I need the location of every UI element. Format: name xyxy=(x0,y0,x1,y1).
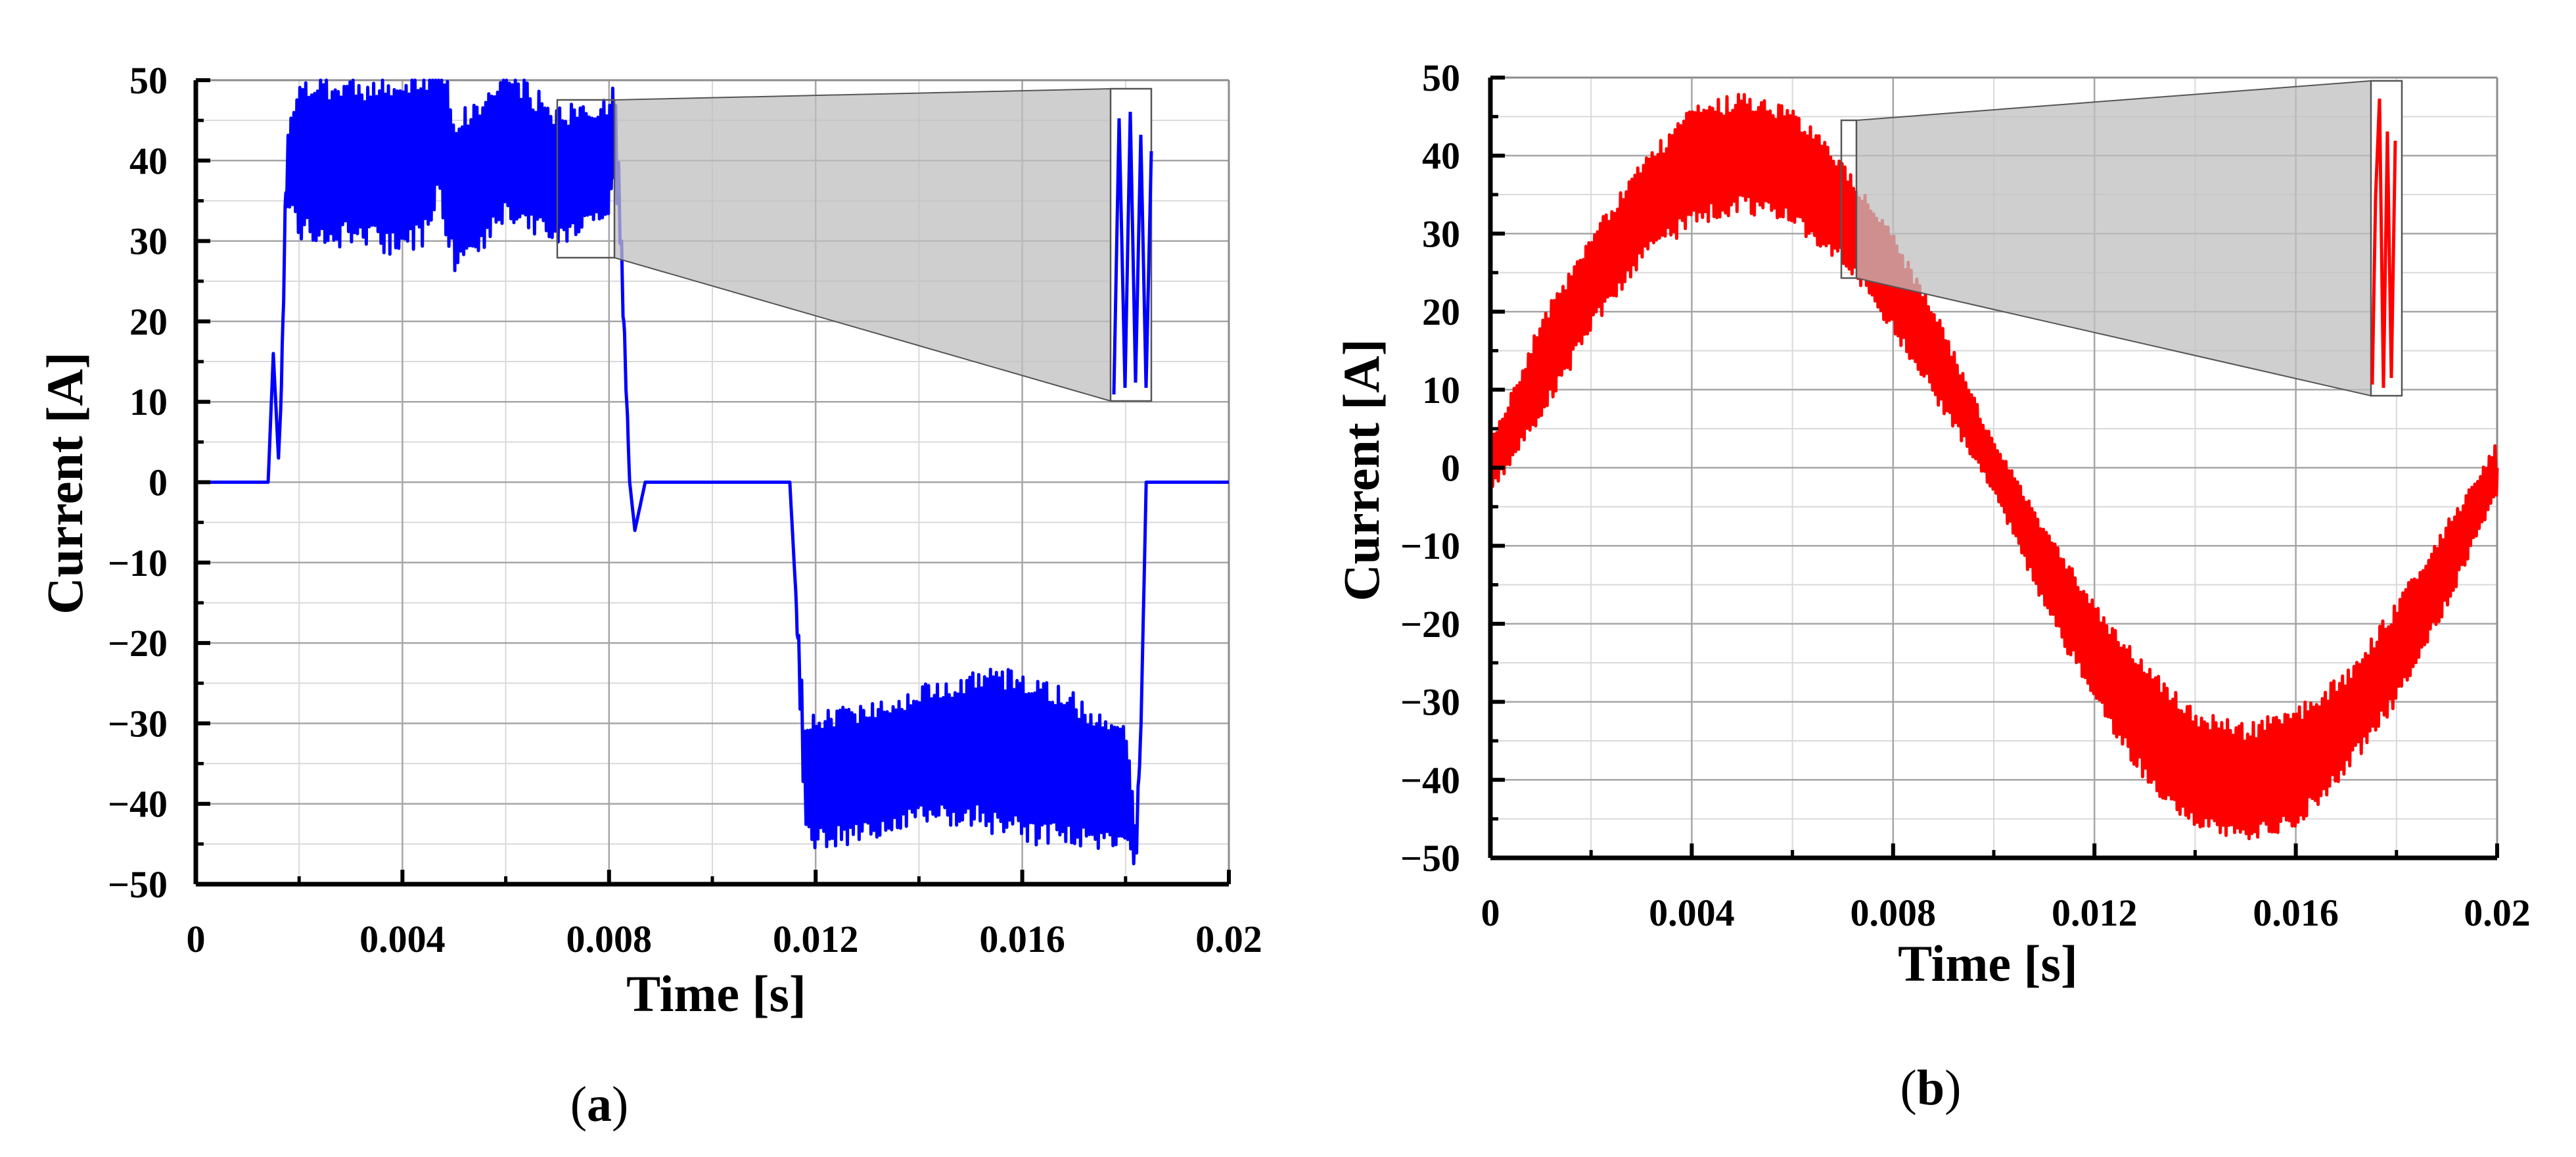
y-tick-label: 10 xyxy=(129,381,168,423)
x-tick-label: 0.016 xyxy=(2253,891,2339,934)
x-tick-label: 0.02 xyxy=(1195,918,1262,960)
y-tick-label: 40 xyxy=(1422,135,1460,177)
chart-panel-a: 0 0.004 0.008 0.012 0.016 0.02 50 40 30 20 10 0 −10 −… xyxy=(36,59,1262,1132)
x-axis-title: Time [s] xyxy=(626,965,806,1022)
panel-label-letter: a xyxy=(587,1077,612,1132)
x-tick-label: 0.008 xyxy=(1851,891,1937,934)
y-tick-label: 20 xyxy=(129,300,168,343)
y-tick-label: 20 xyxy=(1422,291,1460,333)
zoom-connector xyxy=(614,87,1111,402)
x-tick-label: 0.012 xyxy=(773,918,859,960)
x-tick-label: 0 xyxy=(1481,891,1500,934)
zoom-source-box xyxy=(1840,119,1858,279)
y-tick-label: −10 xyxy=(108,542,168,584)
x-tick-label: 0.004 xyxy=(359,918,446,960)
y-tick-label: 30 xyxy=(129,220,168,263)
y-tick-label: 0 xyxy=(1441,447,1460,490)
y-axis-title: Current [A] xyxy=(1333,339,1390,601)
y-tick-label: −40 xyxy=(1400,759,1460,801)
zoomed-waveform xyxy=(1112,111,1153,395)
panel-label-close: ) xyxy=(612,1077,628,1132)
y-tick-label: 40 xyxy=(129,139,168,182)
x-axis-title: Time [s] xyxy=(1898,935,2078,992)
y-tick-label: −40 xyxy=(108,783,168,826)
y-tick-label: −20 xyxy=(1400,603,1460,646)
y-tick-label: 0 xyxy=(149,461,168,504)
zoom-source-box xyxy=(556,99,616,259)
y-axis-title: Current [A] xyxy=(36,352,93,614)
y-tick-label: 10 xyxy=(1422,369,1460,412)
x-tick-label: 0.02 xyxy=(2464,891,2531,934)
series-line xyxy=(195,78,1230,866)
zoomed-waveform xyxy=(2370,98,2397,389)
y-tick-label: −50 xyxy=(108,863,168,906)
series-line xyxy=(1488,93,2499,841)
y-tick-label: 30 xyxy=(1422,212,1460,255)
y-tick-label: 50 xyxy=(129,59,168,102)
x-tick-label: 0.016 xyxy=(979,918,1065,960)
x-tick-label: 0 xyxy=(187,918,206,960)
y-tick-label: −20 xyxy=(108,622,168,665)
y-tick-label: 50 xyxy=(1422,57,1460,99)
panel-label: (a) xyxy=(570,1077,629,1132)
panel-label-open: ( xyxy=(570,1077,587,1132)
x-tick-label: 0.008 xyxy=(566,918,653,960)
y-tick-label: −30 xyxy=(1400,681,1460,724)
zoom-inset xyxy=(1840,80,2403,397)
y-tick-label: −30 xyxy=(108,702,168,745)
panel-label: (b) xyxy=(1900,1060,1962,1116)
x-tick-label: 0.004 xyxy=(1649,891,1735,934)
x-tick-label: 0.012 xyxy=(2052,891,2138,934)
y-tick-label: −50 xyxy=(1400,837,1460,880)
chart-panel-b: 0 0.004 0.008 0.012 0.016 0.02 50 40 30 20 10 0 −10 −… xyxy=(1333,57,2531,1116)
panel-label-close: ) xyxy=(1944,1060,1961,1116)
panel-label-open: ( xyxy=(1900,1060,1917,1116)
y-tick-label: −10 xyxy=(1400,525,1460,567)
panel-label-letter: b xyxy=(1917,1060,1944,1116)
zoom-inset xyxy=(556,87,1153,402)
